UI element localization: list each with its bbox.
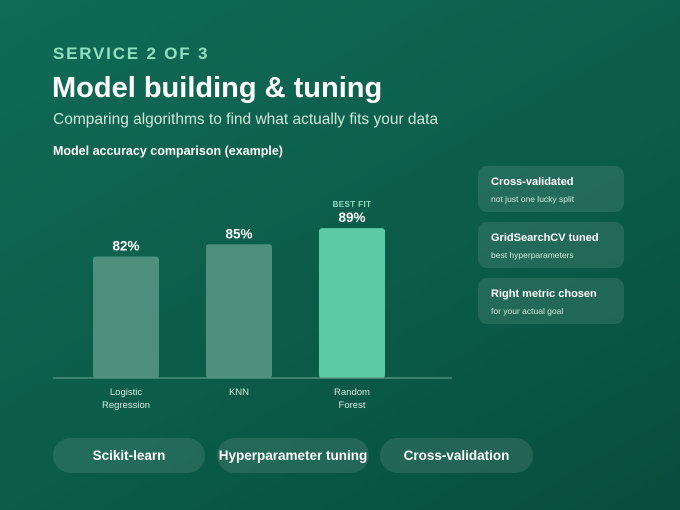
x-tick-label: Forest <box>339 400 366 411</box>
tag-pill-cross-validation: Cross-validation <box>380 438 533 473</box>
chart-bar <box>93 256 159 378</box>
chart-bar <box>319 228 385 378</box>
feature-card-subtitle: not just one lucky split <box>491 194 575 204</box>
x-tick-label: Regression <box>102 400 150 411</box>
page-subtitle: Comparing algorithms to find what actual… <box>53 111 439 128</box>
accuracy-bar-chart: 82% Logistic Regression 85% KNN 89%BEST FIT Ra… <box>53 200 452 411</box>
x-tick-label: Random <box>334 387 370 398</box>
chart-bar <box>206 244 272 378</box>
feature-card-gridsearch: GridSearchCV tuned best hyperparameters <box>478 222 624 268</box>
feature-card-metric: Right metric chosen for your actual goal <box>478 278 624 324</box>
bar-value-label: 85% <box>225 226 252 241</box>
chart-title: Model accuracy comparison (example) <box>53 144 283 158</box>
bar-value-label: 89% <box>338 210 365 225</box>
tag-pill-hyperparameter-tuning: Hyperparameter tuning <box>217 438 369 473</box>
bar-value-label: 82% <box>112 238 139 253</box>
x-tick-label: Logistic <box>110 387 142 398</box>
page-title: Model building & tuning <box>52 72 383 104</box>
feature-card-title: Right metric chosen <box>491 288 597 300</box>
tag-pill-scikit-learn: Scikit-learn <box>53 438 205 473</box>
eyebrow-label: SERVICE 2 OF 3 <box>53 44 210 63</box>
feature-card-subtitle: best hyperparameters <box>491 250 574 260</box>
best-fit-label: BEST FIT <box>333 200 372 209</box>
feature-card-subtitle: for your actual goal <box>491 306 564 316</box>
feature-card-title: Cross-validated <box>491 176 574 188</box>
feature-card-cross-validated: Cross-validated not just one lucky split <box>478 166 624 212</box>
x-tick-label: KNN <box>229 387 249 398</box>
feature-card-title: GridSearchCV tuned <box>491 232 599 244</box>
feature-cards: Cross-validated not just one lucky split… <box>478 166 624 334</box>
